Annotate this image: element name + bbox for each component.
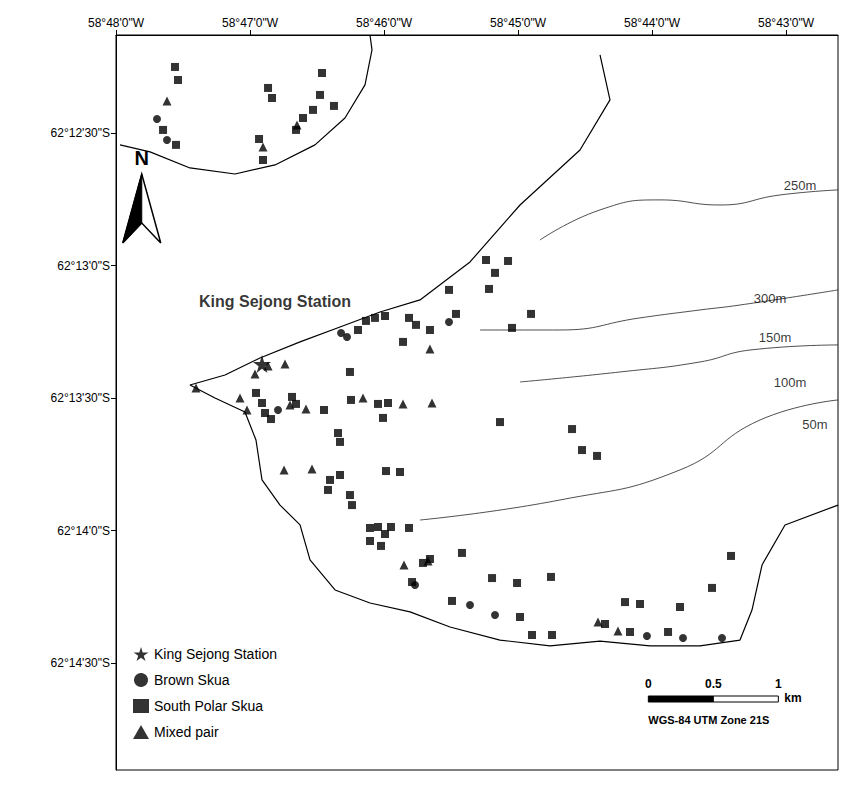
svg-text:58°47'0"W: 58°47'0"W [222, 16, 279, 30]
svg-text:King Sejong Station: King Sejong Station [199, 293, 351, 310]
svg-text:50m: 50m [802, 417, 827, 432]
svg-text:62°14'0"S: 62°14'0"S [57, 524, 110, 538]
svg-text:km: km [784, 691, 801, 705]
svg-text:58°44'0"W: 58°44'0"W [624, 16, 681, 30]
svg-text:King Sejong Station: King Sejong Station [154, 646, 277, 662]
svg-text:250m: 250m [784, 178, 817, 193]
svg-text:150m: 150m [759, 330, 792, 345]
svg-text:Brown Skua: Brown Skua [154, 672, 230, 688]
svg-text:WGS-84 UTM Zone 21S: WGS-84 UTM Zone 21S [648, 714, 769, 726]
svg-text:62°13'30"S: 62°13'30"S [51, 391, 110, 405]
svg-text:South Polar Skua: South Polar Skua [154, 698, 263, 714]
svg-text:100m: 100m [774, 375, 807, 390]
svg-text:62°12'30"S: 62°12'30"S [51, 126, 110, 140]
svg-text:58°45'0"W: 58°45'0"W [490, 16, 547, 30]
svg-text:1: 1 [775, 677, 782, 691]
svg-text:62°14'30"S: 62°14'30"S [51, 656, 110, 670]
svg-text:300m: 300m [754, 291, 787, 306]
svg-text:58°43'0"W: 58°43'0"W [758, 16, 815, 30]
svg-text:58°46'0"W: 58°46'0"W [356, 16, 413, 30]
svg-text:0: 0 [645, 677, 652, 691]
svg-text:Mixed pair: Mixed pair [154, 724, 219, 740]
svg-text:N: N [134, 147, 149, 169]
svg-text:0.5: 0.5 [705, 677, 722, 691]
svg-text:62°13'0"S: 62°13'0"S [57, 259, 110, 273]
svg-text:58°48'0"W: 58°48'0"W [88, 16, 145, 30]
